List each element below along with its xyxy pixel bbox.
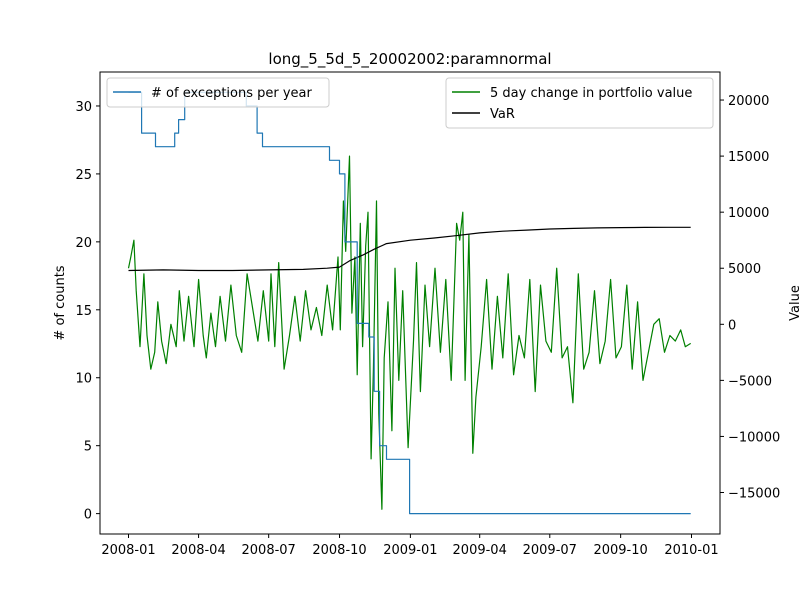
chart-title: long_5_5d_5_20002002:paramnormal xyxy=(268,50,551,69)
x-tick-label: 2010-01 xyxy=(664,543,718,558)
right-tick-label: 15000 xyxy=(728,150,769,165)
right-axis-title: Value xyxy=(788,285,800,321)
right-tick-label: 20000 xyxy=(728,94,769,109)
left-tick-label: 15 xyxy=(75,304,92,319)
x-tick-label: 2008-07 xyxy=(242,543,296,558)
x-tick-label: 2009-07 xyxy=(523,543,577,558)
left-tick-label: 10 xyxy=(75,372,92,387)
left-tick-label: 0 xyxy=(84,508,92,523)
legend-left-box xyxy=(106,77,330,108)
left-tick-label: 25 xyxy=(75,168,92,183)
right-tick-label: −15000 xyxy=(728,487,780,502)
right-tick-label: 10000 xyxy=(728,206,769,221)
right-tick-label: −5000 xyxy=(728,374,772,389)
x-tick-label: 2009-04 xyxy=(453,543,507,558)
x-axis: 2008-01 2008-04 2008-07 2008-10 2009-01 2009-… xyxy=(101,534,719,558)
series-line-5-day-change-in-portfolio-value xyxy=(127,155,692,510)
left-tick-label: 30 xyxy=(75,100,92,115)
left-tick-label: 5 xyxy=(84,440,92,455)
legend-left-label: # of exceptions per year xyxy=(151,86,313,101)
right-tick-label: 0 xyxy=(728,318,736,333)
legends: # of exceptions per year 5 day change in … xyxy=(106,77,714,129)
series-line-var xyxy=(128,226,691,272)
x-tick-label: 2009-10 xyxy=(593,543,647,558)
series-line-of-exceptions-per-year xyxy=(128,91,691,515)
right-tick-label: 5000 xyxy=(728,262,761,277)
right-tick-label: −10000 xyxy=(728,430,780,445)
x-tick-label: 2008-10 xyxy=(312,543,366,558)
left-axis-title: # of counts xyxy=(53,265,68,340)
x-tick-label: 2009-01 xyxy=(383,543,437,558)
left-tick-label: 20 xyxy=(75,236,92,251)
x-tick-label: 2008-04 xyxy=(171,543,225,558)
legend-right-label: VaR xyxy=(490,107,515,122)
legend-right-label: 5 day change in portfolio value xyxy=(490,86,692,101)
series-layer xyxy=(127,91,692,515)
legend-right-box xyxy=(445,77,714,129)
x-tick-label: 2008-01 xyxy=(101,543,155,558)
right-y-axis: −15000 −10000 −5000 0 5000 10000 15000 20000 xyxy=(720,94,780,502)
left-y-axis: 0 5 10 15 20 25 30 xyxy=(75,100,100,523)
